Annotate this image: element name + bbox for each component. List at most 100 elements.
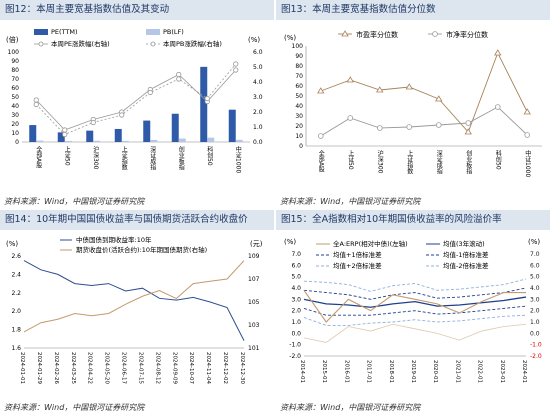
fig13-xtick: 沪深300 (376, 149, 383, 173)
fig12-title: 图12：本周主要宽基指数估值及其变动 (0, 0, 274, 20)
fig13-ytick: 40 (295, 103, 303, 110)
fig13-legend-marker (432, 31, 438, 37)
fig12-ytick: 10 (11, 130, 19, 137)
fig13-chart: (%) 0 10 20 30 40 50 60 70 80 90 100 全部A股 上证50 沪深300 上证… (284, 30, 542, 177)
fig12-pe-bar (29, 125, 37, 142)
fig14-xtick: 2024-11-04 (205, 352, 211, 384)
fig12-change-marker (33, 101, 39, 108)
fig13-marker (376, 125, 383, 131)
fig14-ytick: 1.8 (11, 327, 21, 334)
fig15-source: 资料来源：Wind，中国银河证券研究院 (280, 403, 421, 412)
fig15-y2tick: 4.0 (530, 285, 540, 292)
fig14-xtick: 2024-10-07 (188, 352, 194, 384)
fig13-legend-marker (341, 30, 349, 37)
fig12-legend-marker (38, 41, 44, 47)
fig13-marker (435, 95, 443, 102)
fig14-source: 资料来源：Wind，中国银河证券研究院 (4, 403, 145, 412)
fig13-ytick: 30 (295, 113, 303, 120)
fig15-ytick: 5.0 (291, 274, 301, 281)
fig12-change-marker (147, 89, 153, 96)
fig12-pe-bar (57, 132, 65, 142)
fig12-pe-bar (228, 109, 236, 142)
fig12-ytick: 70 (11, 76, 19, 83)
fig12-change-marker (62, 127, 68, 133)
fig13-marker (465, 120, 472, 126)
fig15-legend-label: 均值(3年滚动) (443, 239, 485, 248)
fig15-xtick: 2022-01 (477, 360, 483, 383)
fig12-xtick: 深证成指 (149, 145, 156, 171)
fig12-ytick: 30 (11, 112, 19, 119)
fig15-legend-label: 均值-1倍标准差 (443, 250, 489, 259)
fig12-pb-bar (235, 139, 243, 142)
fig13-marker (524, 132, 531, 138)
fig13-marker (347, 115, 354, 121)
fig15-y2tick: 1.0 (530, 319, 540, 326)
fig13-xtick: 全部A股 (317, 149, 324, 173)
fig12-legend-swatch (146, 29, 160, 35)
fig13-ytick: 90 (295, 53, 303, 60)
fig13-legend-label: 市净率分位数 (446, 30, 488, 39)
fig15-series-line (303, 323, 527, 343)
fig13-marker (435, 122, 442, 128)
fig12-ytick: 100 (8, 49, 20, 56)
fig13-left-unit: (%) (284, 34, 296, 42)
fig12-change-marker (33, 97, 39, 103)
fig15-ytick: -2.0 (289, 353, 301, 360)
fig15-xtick: 2017-01 (366, 360, 372, 383)
fig15-xtick: 2023-01 (499, 360, 505, 383)
fig14-y2tick: 105 (248, 299, 260, 306)
fig12-y2tick: 1.0 (253, 124, 263, 131)
fig12-xtick: 全部A股 (35, 145, 42, 169)
fig13-marker (346, 76, 354, 83)
fig14-chart: (%) (元) 1.6 1.8 2.0 2.2 2.4 2.6 101 103 105 107 109 2… (6, 235, 263, 384)
fig12-pe-bar (86, 130, 94, 142)
fig12-xtick: 科创50 (206, 145, 213, 166)
fig14-xtick: 2024-06-17 (121, 352, 127, 384)
fig12-ytick: 80 (11, 67, 19, 74)
fig15-y2tick: 5.0 (530, 274, 540, 281)
panel-fig15: 图15：全A指数相对10年期国债收益率的风险溢价率 (%) (%) -2.0 -1.0… (276, 210, 550, 416)
fig12-y2tick: 5.0 (253, 64, 263, 71)
fig14-ytick: 2.2 (11, 290, 21, 297)
fig13-series-line (320, 106, 528, 137)
fig15-title: 图15：全A指数相对10年期国债收益率的风险溢价率 (276, 210, 550, 230)
fig12-pb-bar (64, 140, 72, 142)
fig12-pb-bar (150, 139, 158, 142)
fig12-ytick: 90 (11, 58, 19, 65)
fig14-xtick: 2024-05-20 (104, 352, 110, 384)
fig15-chart: (%) (%) -2.0 -1.0 0.0 1.0 2.0 3.0 4.0 5.0 6.0 7.0 -2… (284, 238, 542, 383)
fig12-y2tick: 0.0 (253, 139, 263, 146)
fig15-y2tick: 0.0 (530, 330, 540, 337)
fig12-legend-label: 本周PB涨跌幅(右轴) (163, 39, 222, 48)
fig14-xtick: 2024-12-30 (239, 352, 245, 384)
fig15-xtick: 2018-01 (388, 360, 394, 383)
fig15-xtick: 2015-01 (321, 360, 327, 383)
fig15-xtick: 2016-01 (343, 360, 349, 383)
fig12-pb-bar (207, 137, 215, 142)
fig15-ytick: -1.0 (289, 342, 301, 349)
fig13-ytick: 100 (292, 43, 304, 50)
fig13-xtick: 上证50 (347, 149, 354, 170)
fig13-ytick: 10 (295, 133, 303, 140)
fig15-series-line (303, 314, 527, 326)
fig14-xtick: 2024-04-22 (87, 352, 93, 384)
fig12-change-marker (204, 95, 210, 102)
fig12-xtick: 沪深300 (92, 145, 99, 169)
fig12-legend-marker (150, 41, 156, 47)
fig14-xtick: 2024-01-01 (19, 352, 25, 384)
fig15-ytick: 1.0 (291, 319, 301, 326)
fig14-legend-label: 中债国债到期收益率:10年 (76, 235, 152, 244)
fig14-xtick: 2024-03-25 (70, 352, 76, 384)
fig12-xtick: 中证1000 (234, 145, 241, 173)
fig13-marker (494, 104, 501, 110)
fig15-ytick: 4.0 (291, 285, 301, 292)
fig15-ytick: 3.0 (291, 296, 301, 303)
fig15-y2tick: -1.0 (530, 342, 542, 349)
fig15-ytick: 2.0 (291, 308, 301, 315)
fig13-ytick: 20 (295, 123, 303, 130)
fig13-marker (376, 86, 384, 93)
fig13-xtick: 上证指数 (406, 149, 413, 175)
fig14-xtick: 2024-01-29 (36, 352, 42, 384)
fig12-ytick: 0 (15, 139, 19, 146)
fig13-ytick: 0 (299, 143, 303, 150)
